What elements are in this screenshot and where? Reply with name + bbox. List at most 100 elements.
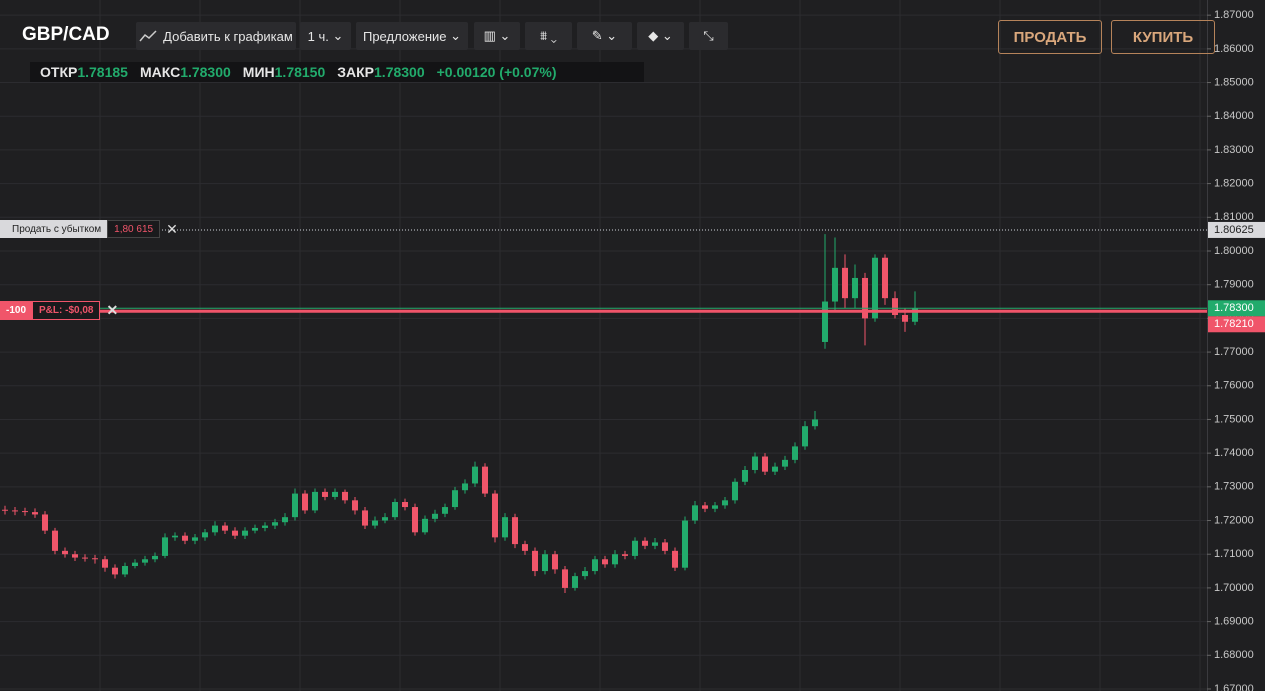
position-pnl: P&L: -$0,08 xyxy=(32,301,101,320)
price-label-bg xyxy=(1208,316,1265,333)
candle-body xyxy=(542,554,548,572)
candle-body xyxy=(702,505,708,509)
drawing[interactable]: ✎ ⌄ xyxy=(577,22,632,50)
candle-body xyxy=(762,456,768,472)
candle-body xyxy=(322,491,328,497)
order-label: Продать с убытком xyxy=(0,220,108,238)
candle-body xyxy=(482,466,488,494)
candle-body xyxy=(802,426,808,447)
ohlc-label: МАКС xyxy=(139,64,181,80)
candle-body xyxy=(632,540,638,556)
price-label: 1.78210 xyxy=(1214,318,1254,330)
candle-body xyxy=(912,308,918,322)
candle-body xyxy=(102,559,108,568)
candle-body xyxy=(572,576,578,588)
ohlc-change: +0.00120 (+0.07%) xyxy=(436,64,557,80)
candle-body xyxy=(582,571,588,577)
candle-body xyxy=(242,530,248,536)
candle-body xyxy=(752,456,758,470)
candle-body xyxy=(882,257,888,299)
position-tag[interactable]: -100 P&L: -$0,08 ✕ xyxy=(0,301,124,320)
candle-body xyxy=(232,530,238,536)
candle-body xyxy=(412,507,418,533)
y-tick-label: 1.81000 xyxy=(1214,211,1254,223)
candle-body xyxy=(332,491,338,497)
y-tick-label: 1.73000 xyxy=(1214,481,1254,493)
candle-body xyxy=(682,520,688,568)
stop-order-tag[interactable]: Продать с убытком 1,80 615 ✕ xyxy=(0,220,184,238)
candle-body xyxy=(162,537,168,556)
price-label: 1.78300 xyxy=(1214,302,1254,314)
candle-body xyxy=(182,535,188,541)
candle-body xyxy=(512,517,518,545)
y-tick-label: 1.69000 xyxy=(1214,616,1254,628)
candle-body xyxy=(472,466,478,484)
collapse[interactable]: ⤡ xyxy=(689,22,728,50)
price-label-bg xyxy=(1208,221,1265,238)
candle-body xyxy=(302,493,308,511)
y-tick-label: 1.72000 xyxy=(1214,514,1254,526)
price-type[interactable]: Предложение ⌄ xyxy=(356,22,468,50)
candle-body xyxy=(292,493,298,518)
candle-body xyxy=(842,267,848,299)
candle-body xyxy=(782,459,788,467)
candle-body xyxy=(692,505,698,521)
close-order[interactable]: ✕ xyxy=(166,220,178,237)
timeframe[interactable]: 1 ч. ⌄ xyxy=(300,22,351,50)
candle-body xyxy=(522,544,528,551)
button-label: Предложение xyxy=(362,28,447,44)
candle-body xyxy=(362,510,368,526)
candle-body xyxy=(82,557,88,559)
indicators[interactable]: ⩩ ⌄ xyxy=(525,22,572,50)
candle-body xyxy=(712,505,718,509)
ohlc-label: ОТКР xyxy=(40,64,78,80)
y-tick-label: 1.85000 xyxy=(1214,76,1254,88)
candle-body xyxy=(662,542,668,551)
y-tick-label: 1.83000 xyxy=(1214,144,1254,156)
candle-body xyxy=(602,559,608,565)
candle-body xyxy=(12,510,18,512)
button-label: Добавить к графикам xyxy=(163,28,293,44)
candle-body xyxy=(592,559,598,572)
candle-body xyxy=(432,513,438,519)
y-tick-label: 1.68000 xyxy=(1214,649,1254,661)
ohlc-value: 1.78185 xyxy=(77,64,128,80)
candle-body xyxy=(342,491,348,501)
buy-button[interactable]: КУПИТЬ xyxy=(1111,20,1215,54)
candle-body xyxy=(462,483,468,491)
y-tick-label: 1.74000 xyxy=(1214,447,1254,459)
y-tick-label: 1.84000 xyxy=(1214,110,1254,122)
y-tick-label: 1.82000 xyxy=(1214,178,1254,190)
chart-type[interactable]: ▥ ⌄ xyxy=(474,22,520,50)
candle-body xyxy=(132,562,138,567)
candle-body xyxy=(382,517,388,521)
ohlc-label: ЗАКР xyxy=(337,64,375,80)
icon xyxy=(139,30,157,42)
candle-body xyxy=(282,517,288,523)
y-tick-label: 1.77000 xyxy=(1214,346,1254,358)
candle-body xyxy=(112,567,118,575)
candle-body xyxy=(892,298,898,316)
candle-body xyxy=(272,522,278,526)
candle-body xyxy=(32,512,38,515)
y-tick-label: 1.76000 xyxy=(1214,380,1254,392)
close-position[interactable]: ✕ xyxy=(106,302,119,318)
candle-body xyxy=(792,446,798,460)
candle-body xyxy=(2,509,8,511)
order-price: 1,80 615 xyxy=(107,220,161,238)
candle-body xyxy=(312,491,318,511)
sell-button[interactable]: ПРОДАТЬ xyxy=(998,20,1102,54)
candle-body xyxy=(212,525,218,533)
layers[interactable]: ◆ ⌄ xyxy=(637,22,684,50)
candle-body xyxy=(872,257,878,319)
candle-body xyxy=(172,535,178,538)
add-to-charts[interactable]: Добавить к графикам xyxy=(136,22,296,50)
candle-body xyxy=(142,559,148,563)
candle-body xyxy=(72,554,78,558)
price-label: 1.80625 xyxy=(1214,224,1254,236)
button-label: 1 ч. xyxy=(307,28,329,44)
y-tick-label: 1.67000 xyxy=(1214,683,1254,691)
candle-body xyxy=(822,301,828,342)
